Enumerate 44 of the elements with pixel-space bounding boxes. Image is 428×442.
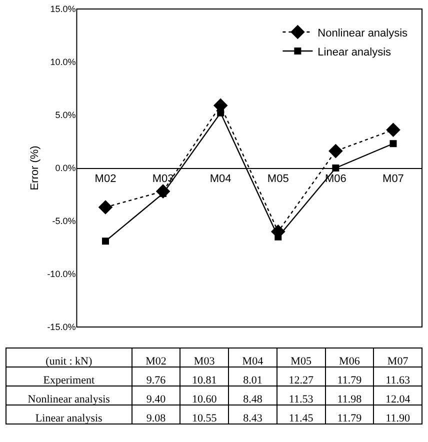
y-tick-label: 0.0% (55, 163, 76, 174)
data-label: 11.45 (288, 412, 314, 424)
y-tick-label: -10.0% (47, 269, 76, 280)
legend-label: Nonlinear analysis (318, 27, 408, 40)
y-tick-label: 5.0% (55, 110, 76, 120)
data-label: 11.63 (386, 374, 410, 386)
data-label: 10.81 (192, 374, 217, 386)
x-tick-label: M06 (324, 173, 346, 186)
y-axis-title: Error (%) (28, 146, 41, 190)
x-tick-label: M03 (152, 173, 174, 186)
text: Linear analysis (35, 412, 102, 424)
data-label: 9.76 (146, 374, 166, 386)
data-label: 11.79 (337, 412, 362, 424)
data-label: 12.27 (288, 374, 314, 386)
category-label: M06 (339, 355, 360, 368)
category-label: M07 (387, 355, 409, 368)
data-label: 9.08 (146, 412, 166, 424)
data-label: 10.55 (192, 412, 218, 424)
data-label: 11.98 (337, 393, 362, 406)
x-tick-label: M05 (267, 173, 289, 186)
category-label: M05 (290, 355, 312, 368)
text: (unit : kN) (46, 355, 92, 368)
data-label: 11.53 (288, 393, 314, 406)
category-label: M04 (242, 355, 264, 368)
data-label: 12.04 (385, 393, 411, 406)
category-label: M03 (194, 355, 216, 368)
category-label: M02 (146, 355, 166, 368)
data-label: 10.60 (192, 393, 218, 406)
data-label: 11.90 (386, 412, 410, 424)
x-tick-label: M04 (210, 173, 232, 186)
data-label: 8.01 (243, 374, 262, 386)
data-label: 11.79 (337, 374, 362, 386)
y-tick-label: 10.0% (50, 57, 76, 68)
x-tick-label: M07 (382, 173, 404, 186)
text: Experiment (43, 374, 95, 386)
legend-label: Linear analysis (318, 46, 392, 58)
data-label: 8.43 (243, 412, 263, 424)
x-tick-label: M02 (94, 173, 116, 186)
y-tick-label: 15.0% (50, 4, 76, 14)
y-tick-label: -15.0% (47, 322, 76, 332)
data-label: 9.40 (146, 393, 166, 406)
y-tick-label: -5.0% (52, 216, 76, 226)
data-label: 8.48 (243, 393, 263, 406)
text: Nonlinear analysis (28, 393, 110, 406)
